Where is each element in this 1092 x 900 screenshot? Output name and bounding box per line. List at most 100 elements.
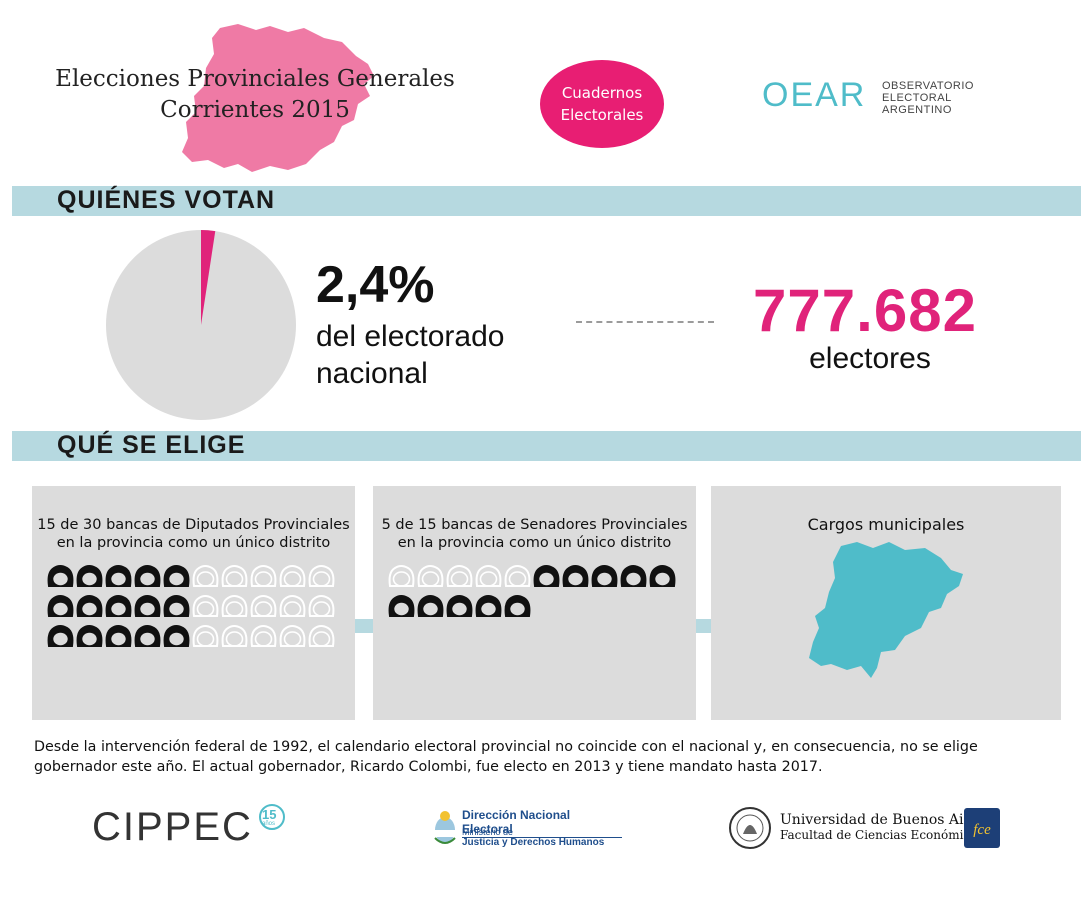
percent-label-line-1: del electorado: [316, 320, 505, 353]
voters-count: 777.682: [753, 277, 977, 344]
seat-elected-icon: [504, 595, 531, 617]
dne-logo: Dirección Nacional Electoral Ministerio …: [432, 808, 622, 854]
seat-elected-icon: [76, 625, 103, 647]
panel-diputados: 15 de 30 bancas de Diputados Provinciale…: [32, 486, 355, 720]
cippec-15-number: 15: [262, 807, 277, 822]
seat-not-elected-icon: [308, 625, 335, 647]
seat-elected-icon: [620, 565, 647, 587]
dne-line-1: Dirección Nacional Electoral: [462, 808, 622, 838]
footnote-text: Desde la intervención federal de 1992, e…: [34, 739, 978, 775]
seat-elected-icon: [533, 565, 560, 587]
panel-senadores-title: 5 de 15 bancas de Senadores Provinciales…: [373, 516, 696, 552]
seat-not-elected-icon: [308, 595, 335, 617]
seat-not-elected-icon: [192, 625, 219, 647]
panel-connector-2: [696, 619, 711, 633]
seat-elected-icon: [163, 565, 190, 587]
seat-not-elected-icon: [221, 595, 248, 617]
seat-not-elected-icon: [221, 565, 248, 587]
panel-municipales: Cargos municipales: [711, 486, 1061, 720]
seat-not-elected-icon: [250, 625, 277, 647]
oear-wordmark: OBSERVATORIO ELECTORAL ARGENTINO: [882, 80, 974, 116]
seat-not-elected-icon: [417, 565, 444, 587]
diputados-seats-grid: [46, 562, 336, 652]
panel-diputados-line-1: 15 de 30 bancas de Diputados Provinciale…: [37, 517, 350, 533]
badge-line-1: Cuadernos: [561, 84, 643, 102]
section-title-quienes-votan: QUIÉNES VOTAN: [57, 186, 276, 214]
seat-not-elected-icon: [475, 565, 502, 587]
panel-municipales-title: Cargos municipales: [807, 515, 965, 534]
section-bar-quienes-votan: [12, 186, 1081, 216]
cippec-15-circle-icon: [259, 804, 285, 830]
uba-seal-icon: [729, 807, 771, 849]
senadores-seats-grid: [387, 562, 677, 622]
dne-line-3: Justicia y Derechos Humanos: [462, 837, 605, 848]
oear-line-3: ARGENTINO: [882, 104, 952, 116]
panel-senadores-line-1: 5 de 15 bancas de Senadores Provinciales: [381, 517, 688, 533]
cippec-15-badge: 15 años: [256, 804, 294, 844]
uba-line-2: Facultad de Ciencias Económicas: [780, 828, 984, 842]
oear-mark: OEAR: [762, 76, 867, 114]
dne-line-2: Ministerio de: [462, 827, 514, 837]
seat-elected-icon: [76, 565, 103, 587]
electorate-percent: 2,4%: [316, 256, 435, 314]
electorate-percent-label: del electorado nacional: [316, 318, 504, 392]
seat-elected-icon: [47, 625, 74, 647]
voters-label: electores: [809, 342, 931, 375]
percent-label-line-2: nacional: [316, 357, 428, 390]
seat-not-elected-icon: [388, 565, 415, 587]
seat-elected-icon: [649, 565, 676, 587]
seat-not-elected-icon: [279, 565, 306, 587]
seat-not-elected-icon: [250, 565, 277, 587]
panel-senadores: 5 de 15 bancas de Senadores Provinciales…: [373, 486, 696, 720]
seat-row: [46, 592, 336, 620]
seat-row: [387, 562, 677, 590]
pie-slice-corrientes: [201, 230, 216, 325]
seat-elected-icon: [47, 595, 74, 617]
page-title: Elecciones Provinciales Generales Corrie…: [30, 64, 480, 126]
corrientes-map-teal: [809, 542, 963, 678]
seat-not-elected-icon: [192, 595, 219, 617]
seat-not-elected-icon: [446, 565, 473, 587]
seat-elected-icon: [105, 595, 132, 617]
cippec-anos: años: [262, 821, 276, 827]
seat-row: [46, 562, 336, 590]
panel-diputados-line-2: en la provincia como un único distrito: [56, 535, 331, 551]
dashed-divider: [576, 321, 714, 323]
seat-row: [46, 622, 336, 650]
seat-elected-icon: [475, 595, 502, 617]
seat-elected-icon: [562, 565, 589, 587]
seat-elected-icon: [446, 595, 473, 617]
section-title-que-se-elige: QUÉ SE ELIGE: [57, 431, 246, 459]
electorate-share-pie: [106, 230, 296, 420]
seat-not-elected-icon: [279, 625, 306, 647]
seat-elected-icon: [134, 595, 161, 617]
corrientes-map-pink: [182, 24, 374, 172]
seat-elected-icon: [105, 625, 132, 647]
seat-not-elected-icon: [504, 565, 531, 587]
title-line-2: Corrientes 2015: [160, 97, 350, 123]
seat-elected-icon: [134, 565, 161, 587]
fce-text: fce: [973, 822, 991, 838]
seat-elected-icon: [105, 565, 132, 587]
seat-elected-icon: [134, 625, 161, 647]
seat-row: [387, 592, 677, 620]
seat-not-elected-icon: [221, 625, 248, 647]
fce-badge: fce: [964, 808, 1000, 848]
seat-elected-icon: [591, 565, 618, 587]
seat-elected-icon: [388, 595, 415, 617]
cuadernos-electorales-badge: Cuadernos Electorales: [540, 60, 664, 148]
oear-line-2: ELECTORAL: [882, 92, 952, 104]
title-line-1: Elecciones Provinciales Generales: [55, 66, 455, 92]
oear-logo: OEAR OBSERVATORIO ELECTORAL ARGENTINO: [762, 76, 1022, 120]
panel-connector-1: [355, 619, 373, 633]
seat-elected-icon: [417, 595, 444, 617]
panel-diputados-title: 15 de 30 bancas de Diputados Provinciale…: [32, 516, 355, 552]
seat-elected-icon: [163, 625, 190, 647]
uba-fce-logo: Universidad de Buenos Aires Facultad de …: [728, 804, 1008, 852]
cippec-logo-text: CIPPEC: [92, 805, 253, 849]
badge-line-2: Electorales: [560, 106, 644, 124]
seat-elected-icon: [47, 565, 74, 587]
seat-elected-icon: [163, 595, 190, 617]
seat-not-elected-icon: [192, 565, 219, 587]
oear-line-1: OBSERVATORIO: [882, 80, 974, 92]
